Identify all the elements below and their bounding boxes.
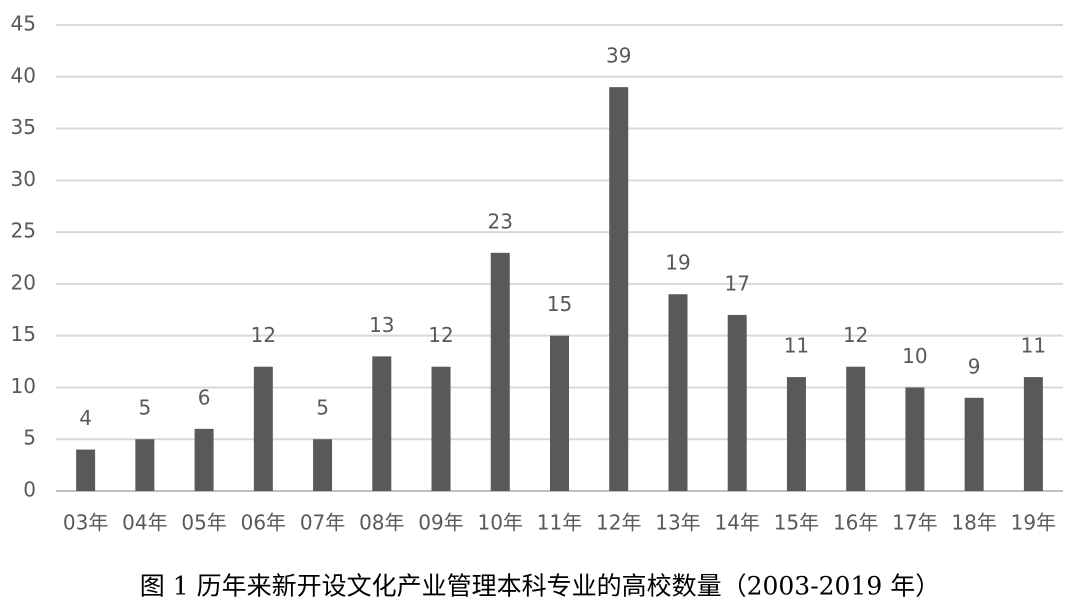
data-label: 15 (547, 292, 572, 316)
bar (1023, 377, 1043, 491)
data-label: 39 (606, 44, 631, 68)
x-tick-label: 19年 (1011, 511, 1056, 535)
x-tick-label: 03年 (63, 511, 108, 535)
x-tick-label: 12年 (596, 511, 641, 535)
bar (727, 314, 747, 491)
data-label: 5 (138, 396, 151, 420)
data-label: 6 (198, 385, 211, 409)
bar (846, 366, 866, 491)
data-label: 13 (369, 313, 394, 337)
x-tick-label: 13年 (655, 511, 700, 535)
bar (964, 397, 984, 491)
bar (668, 294, 688, 491)
data-label: 11 (1021, 334, 1046, 358)
y-tick-label: 15 (11, 322, 36, 346)
y-tick-label: 35 (11, 115, 36, 139)
x-tick-label: 04年 (122, 511, 167, 535)
data-label: 17 (724, 271, 749, 295)
y-tick-label: 10 (11, 374, 36, 398)
data-label: 5 (316, 396, 329, 420)
x-tick-label: 07年 (300, 511, 345, 535)
x-tick-label: 06年 (241, 511, 286, 535)
data-label: 12 (251, 323, 276, 347)
y-tick-label: 30 (11, 167, 36, 191)
data-label: 12 (843, 323, 868, 347)
bar (431, 366, 451, 491)
data-label: 23 (488, 209, 513, 233)
x-tick-label: 16年 (833, 511, 878, 535)
bar (135, 439, 155, 491)
x-tick-label: 18年 (951, 511, 996, 535)
chart-caption: 图 1 历年来新开设文化产业管理本科专业的高校数量（2003-2019 年） (140, 572, 940, 601)
bar (550, 335, 569, 491)
data-label: 9 (968, 354, 981, 378)
data-label: 19 (665, 251, 690, 275)
bar (253, 366, 273, 491)
bar (313, 439, 333, 491)
y-tick-label: 45 (11, 12, 36, 36)
y-tick-label: 5 (23, 426, 36, 450)
bar (786, 377, 806, 491)
data-label: 11 (784, 334, 809, 358)
data-label: 12 (428, 323, 453, 347)
bar (76, 449, 96, 491)
x-tick-label: 10年 (478, 511, 523, 535)
x-tick-label: 08年 (359, 511, 404, 535)
y-tick-label: 20 (11, 270, 36, 294)
y-tick-label: 25 (11, 219, 36, 243)
data-label: 4 (79, 406, 92, 430)
bar (490, 252, 510, 491)
x-tick-label: 09年 (418, 511, 463, 535)
bar (194, 428, 214, 491)
x-tick-label: 11年 (537, 511, 582, 535)
y-tick-label: 40 (11, 63, 36, 87)
x-tick-label: 15年 (774, 511, 819, 535)
x-tick-label: 14年 (714, 511, 759, 535)
y-tick-label: 0 (23, 478, 36, 502)
bar (905, 387, 925, 491)
bar (372, 356, 392, 491)
x-tick-label: 05年 (181, 511, 226, 535)
bar (609, 87, 629, 491)
x-tick-label: 17年 (892, 511, 937, 535)
data-label: 10 (902, 344, 927, 368)
